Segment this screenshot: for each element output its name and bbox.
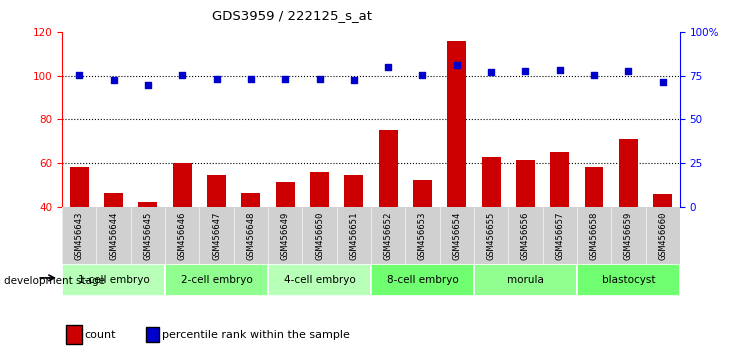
Point	[211, 76, 222, 82]
Point	[176, 72, 188, 78]
Point	[245, 76, 257, 82]
Bar	[542, 207, 577, 264]
Bar	[234, 207, 268, 264]
Bar	[276, 182, 295, 295]
Bar	[585, 167, 604, 295]
Point	[554, 67, 566, 72]
Text: percentile rank within the sample: percentile rank within the sample	[162, 330, 350, 340]
Text: morula: morula	[507, 275, 544, 285]
Bar	[577, 264, 680, 296]
Bar	[138, 202, 157, 295]
Text: 2-cell embryo: 2-cell embryo	[181, 275, 252, 285]
Text: GSM456645: GSM456645	[143, 212, 153, 260]
Bar	[654, 194, 672, 295]
Bar	[310, 172, 329, 295]
Bar	[200, 207, 234, 264]
Text: 8-cell embryo: 8-cell embryo	[387, 275, 458, 285]
Text: GSM456659: GSM456659	[624, 212, 633, 260]
Point	[73, 72, 85, 78]
Bar	[268, 207, 303, 264]
Text: 1-cell embryo: 1-cell embryo	[77, 275, 149, 285]
Text: GSM456653: GSM456653	[418, 212, 427, 260]
Bar	[508, 207, 542, 264]
Text: development stage: development stage	[4, 276, 105, 286]
Bar	[379, 130, 398, 295]
Text: count: count	[85, 330, 116, 340]
Text: GSM456655: GSM456655	[487, 212, 496, 260]
Bar	[619, 139, 637, 295]
Text: GSM456648: GSM456648	[246, 212, 255, 260]
Text: 4-cell embryo: 4-cell embryo	[284, 275, 355, 285]
Text: GDS3959 / 222125_s_at: GDS3959 / 222125_s_at	[213, 9, 372, 22]
Text: GSM456647: GSM456647	[212, 212, 221, 260]
Bar	[241, 193, 260, 295]
Text: blastocyst: blastocyst	[602, 275, 655, 285]
Bar	[371, 264, 474, 296]
Text: GSM456646: GSM456646	[178, 212, 186, 260]
Bar	[474, 207, 508, 264]
Text: GSM456650: GSM456650	[315, 212, 324, 260]
Text: GSM456652: GSM456652	[384, 212, 393, 260]
Text: GSM456657: GSM456657	[556, 212, 564, 260]
Point	[485, 69, 497, 75]
Point	[279, 76, 291, 82]
Bar	[482, 157, 501, 295]
Text: GSM456643: GSM456643	[75, 212, 84, 260]
Point	[314, 76, 325, 82]
Bar	[550, 152, 569, 295]
Text: GSM456658: GSM456658	[589, 212, 599, 260]
Bar	[413, 180, 432, 295]
Bar	[447, 41, 466, 295]
Bar	[439, 207, 474, 264]
Bar	[131, 207, 165, 264]
Bar	[62, 207, 96, 264]
Point	[520, 68, 531, 74]
Bar	[62, 264, 165, 296]
Bar	[268, 264, 371, 296]
Bar	[173, 163, 192, 295]
Text: GSM456660: GSM456660	[658, 212, 667, 260]
Text: GSM456649: GSM456649	[281, 212, 289, 260]
Text: GSM456651: GSM456651	[349, 212, 358, 260]
Point	[107, 77, 119, 83]
Text: GSM456654: GSM456654	[452, 212, 461, 260]
Bar	[344, 175, 363, 295]
Bar	[474, 264, 577, 296]
Bar	[577, 207, 611, 264]
Text: GSM456656: GSM456656	[521, 212, 530, 260]
Point	[623, 68, 635, 74]
Point	[348, 77, 360, 83]
Bar	[371, 207, 405, 264]
Point	[451, 62, 463, 68]
Point	[382, 64, 394, 70]
Point	[417, 72, 428, 78]
Point	[142, 82, 154, 88]
Bar	[645, 207, 680, 264]
Bar	[303, 207, 337, 264]
Bar	[96, 207, 131, 264]
Point	[657, 79, 669, 85]
Bar	[105, 193, 123, 295]
Bar	[207, 175, 226, 295]
Bar	[165, 264, 268, 296]
Text: GSM456644: GSM456644	[109, 212, 118, 260]
Bar	[405, 207, 439, 264]
Bar	[70, 167, 88, 295]
Point	[588, 72, 600, 78]
Bar	[516, 160, 535, 295]
Bar	[611, 207, 645, 264]
Bar	[165, 207, 200, 264]
Bar	[337, 207, 371, 264]
